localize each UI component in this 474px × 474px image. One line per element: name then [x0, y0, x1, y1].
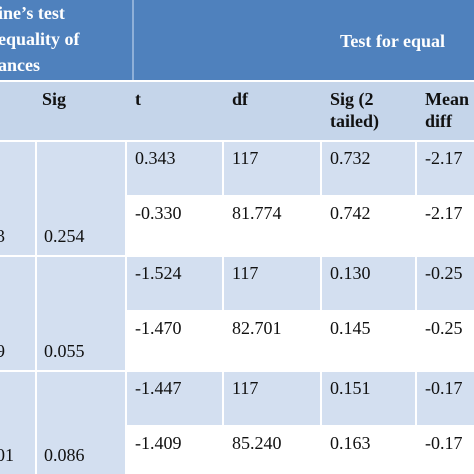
- cell-value: -0.17: [425, 378, 463, 398]
- cell-value: -2.17: [425, 203, 463, 223]
- column-header-band: [0, 82, 474, 140]
- cell-value: -0.17: [425, 433, 463, 453]
- column-divider: [320, 255, 322, 370]
- header-band: [0, 0, 474, 82]
- column-divider: [320, 140, 322, 255]
- cell-value: 117: [232, 263, 259, 283]
- column-divider: [415, 255, 417, 370]
- cell-value: -1.470: [135, 318, 182, 338]
- column-header: Mean diff: [425, 89, 469, 131]
- header-line: [0, 80, 474, 82]
- levene-cell: [0, 257, 125, 370]
- column-header: Sig (2 tailed): [330, 89, 379, 131]
- levene-f: 9: [0, 341, 5, 361]
- levene-header: ine’s test: [0, 3, 65, 23]
- cell-value: 0.151: [330, 378, 371, 398]
- levene-f: 01: [0, 445, 14, 465]
- cell-value: -1.409: [135, 433, 182, 453]
- group-separator: [0, 255, 474, 257]
- levene-cell: [0, 372, 125, 474]
- cell-value: -2.17: [425, 148, 463, 168]
- levene-header: equality of: [0, 29, 80, 49]
- cell-value: 117: [232, 378, 259, 398]
- row-separator: [125, 195, 474, 197]
- cell-value: 0.130: [330, 263, 371, 283]
- cell-value: 81.774: [232, 203, 282, 223]
- column-divider: [125, 255, 127, 370]
- column-header: Sig: [42, 89, 67, 109]
- levene-header: ances: [0, 55, 40, 75]
- levene-sig: 0.254: [44, 226, 85, 246]
- column-divider: [320, 370, 322, 474]
- column-divider: [35, 370, 37, 474]
- cell-value: 117: [232, 148, 259, 168]
- group-separator: [0, 370, 474, 372]
- row-separator: [125, 310, 474, 312]
- column-divider: [35, 255, 37, 370]
- cell-value: -0.25: [425, 318, 463, 338]
- cell-value: 0.163: [330, 433, 371, 453]
- cell-value: 85.240: [232, 433, 282, 453]
- cell-value: 0.732: [330, 148, 371, 168]
- levene-cell: [0, 142, 125, 255]
- levene-f: 3: [0, 226, 5, 246]
- column-divider: [35, 140, 37, 255]
- column-divider: [415, 140, 417, 255]
- cell-value: -1.524: [135, 263, 182, 283]
- cell-value: 0.742: [330, 203, 371, 223]
- column-divider: [222, 140, 224, 255]
- column-divider: [125, 140, 127, 255]
- column-divider: [415, 370, 417, 474]
- column-divider: [222, 370, 224, 474]
- column-header: t: [135, 89, 141, 109]
- column-header: df: [232, 89, 249, 109]
- cell-value: 0.145: [330, 318, 371, 338]
- column-divider: [222, 255, 224, 370]
- levene-sig: 0.086: [44, 445, 85, 465]
- cell-value: -1.447: [135, 378, 182, 398]
- cell-value: -0.330: [135, 203, 182, 223]
- column-divider: [125, 370, 127, 474]
- row-cell: [125, 142, 474, 195]
- ttest-header: Test for equal: [340, 31, 446, 51]
- cell-value: -0.25: [425, 263, 463, 283]
- cell-value: 82.701: [232, 318, 282, 338]
- row-separator: [125, 425, 474, 427]
- levene-sig: 0.055: [44, 341, 85, 361]
- cell-value: 0.343: [135, 148, 176, 168]
- header-divider: [132, 0, 134, 82]
- group-separator: [0, 140, 474, 142]
